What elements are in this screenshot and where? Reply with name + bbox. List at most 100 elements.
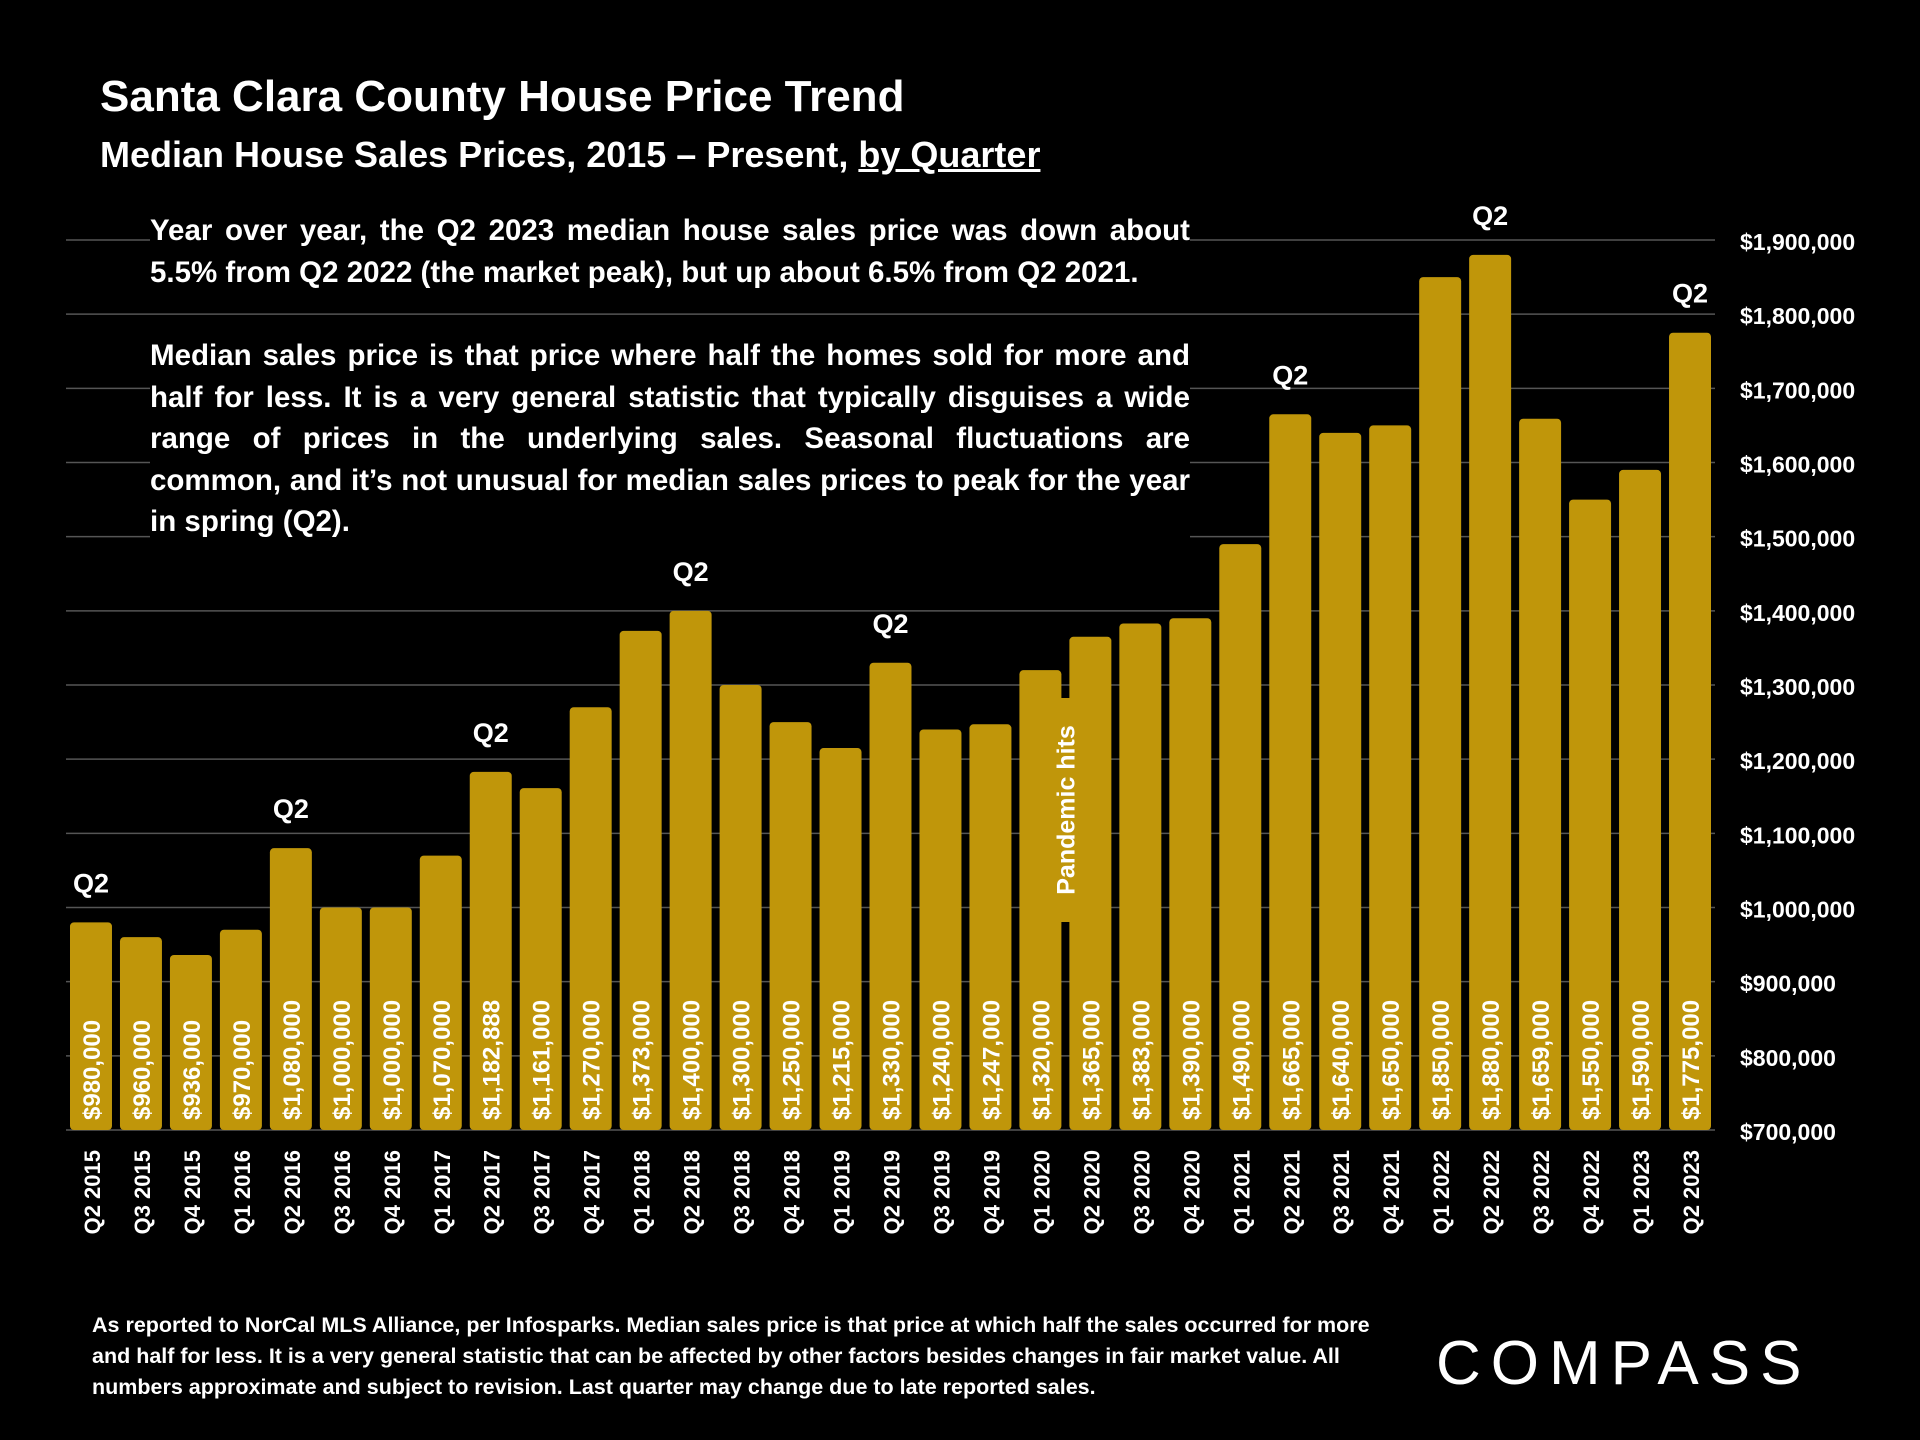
y-tick-label: $1,600,000 — [1740, 452, 1855, 478]
chart-subtitle: Median House Sales Prices, 2015 – Presen… — [100, 134, 1040, 176]
x-tick-label: Q3 2016 — [330, 1150, 355, 1234]
y-tick-label: $1,200,000 — [1740, 748, 1855, 774]
x-tick-label: Q1 2017 — [430, 1150, 455, 1234]
x-axis-labels: Q2 2015 Q3 2015 Q4 2015 Q1 2016 Q2 2016 Q3 20… — [80, 1150, 1704, 1234]
x-tick-label: Q2 2017 — [480, 1150, 505, 1234]
bars — [69, 254, 1712, 1131]
y-tick-label: $1,400,000 — [1740, 600, 1855, 626]
bar — [469, 771, 512, 1130]
x-tick-label: Q2 2020 — [1079, 1150, 1104, 1234]
bar-value-label: $1,270,000 — [579, 1000, 606, 1120]
bar — [1569, 499, 1612, 1130]
value-labels: $980,000 $960,000 $936,000 $970,000 $1,080,0… — [79, 1000, 1705, 1120]
bar-value-label: $1,400,000 — [679, 1000, 706, 1120]
y-tick-label: $800,000 — [1740, 1045, 1836, 1071]
bar-value-label: $1,390,000 — [1178, 1000, 1205, 1120]
bar-value-label: $1,215,000 — [829, 1000, 856, 1120]
bar — [669, 610, 712, 1130]
x-tick-label: Q1 2021 — [1229, 1150, 1254, 1234]
bar-value-label: $1,320,000 — [1028, 1000, 1055, 1120]
bar — [1469, 254, 1512, 1131]
q2-label: Q2 — [673, 557, 709, 587]
q2-annotations: Q2 Q2 Q2 Q2 Q2 Q2 Q2 Q2 Pandemic hits — [73, 201, 1708, 922]
y-tick-label: $1,000,000 — [1740, 897, 1855, 923]
bar — [569, 707, 612, 1130]
bar-value-label: $1,300,000 — [729, 1000, 756, 1120]
y-tick-label: $1,700,000 — [1740, 377, 1855, 403]
bar-value-label: $1,490,000 — [1228, 1000, 1255, 1120]
bar — [319, 907, 362, 1130]
x-tick-label: Q2 2015 — [80, 1150, 105, 1234]
bar — [969, 724, 1012, 1130]
bar-value-label: $1,182,888 — [479, 1000, 506, 1120]
bar — [1319, 432, 1362, 1130]
bar — [1519, 418, 1562, 1130]
bar — [1419, 277, 1462, 1130]
x-tick-label: Q4 2020 — [1179, 1150, 1204, 1234]
bar — [769, 722, 812, 1130]
bar — [869, 662, 912, 1130]
y-tick-label: $900,000 — [1740, 971, 1836, 997]
median-explanation-note: Median sales price is that price where h… — [150, 335, 1190, 543]
x-tick-label: Q1 2018 — [630, 1150, 655, 1234]
pandemic-label-background — [1049, 698, 1082, 922]
q2-label: Q2 — [1672, 279, 1708, 309]
bar-value-label: $1,659,000 — [1528, 1000, 1555, 1120]
x-tick-label: Q4 2022 — [1579, 1150, 1604, 1234]
bar-value-label: $1,000,000 — [329, 1000, 356, 1120]
y-tick-label: $700,000 — [1740, 1119, 1836, 1145]
bar — [1119, 623, 1162, 1130]
bar-value-label: $1,373,000 — [629, 1000, 656, 1120]
source-footnote: As reported to NorCal MLS Alliance, per … — [92, 1313, 1370, 1399]
bar-value-label: $1,880,000 — [1478, 1000, 1505, 1120]
bar-value-label: $1,665,000 — [1278, 1000, 1305, 1120]
bar — [1369, 425, 1412, 1131]
x-tick-label: Q4 2017 — [580, 1150, 605, 1234]
bar-value-label: $1,330,000 — [879, 1000, 906, 1120]
bar — [269, 848, 312, 1130]
x-tick-label: Q3 2017 — [530, 1150, 555, 1234]
y-tick-label: $1,300,000 — [1740, 674, 1855, 700]
x-tick-label: Q4 2016 — [380, 1150, 405, 1234]
bar — [1219, 544, 1262, 1130]
x-tick-label: Q4 2019 — [979, 1150, 1004, 1234]
bar — [1619, 469, 1662, 1131]
x-tick-label: Q2 2018 — [680, 1150, 705, 1234]
chart-title: Santa Clara County House Price Trend — [100, 72, 905, 121]
bar-value-label: $1,070,000 — [429, 1000, 456, 1120]
bar — [219, 929, 262, 1130]
bar — [1269, 414, 1312, 1131]
bar-value-label: $1,650,000 — [1378, 1000, 1405, 1120]
x-tick-label: Q3 2022 — [1529, 1150, 1554, 1234]
bar — [1169, 618, 1212, 1130]
bar-value-label: $1,161,000 — [529, 1000, 556, 1120]
y-tick-label: $1,500,000 — [1740, 526, 1855, 552]
bar — [119, 937, 162, 1130]
bar-value-label: $1,590,000 — [1628, 1000, 1655, 1120]
x-tick-label: Q1 2016 — [230, 1150, 255, 1234]
x-tick-label: Q3 2020 — [1129, 1150, 1154, 1234]
x-tick-label: Q4 2015 — [180, 1150, 205, 1234]
q2-label: Q2 — [1272, 360, 1308, 390]
bar-value-label: $980,000 — [79, 1020, 106, 1120]
bar-value-label: $1,000,000 — [379, 1000, 406, 1120]
bar-value-label: $1,640,000 — [1328, 1000, 1355, 1120]
x-tick-label: Q2 2021 — [1279, 1150, 1304, 1234]
bar — [369, 907, 412, 1130]
bar-value-label: $1,080,000 — [279, 1000, 306, 1120]
bar-value-label: $1,240,000 — [928, 1000, 955, 1120]
subtitle-by-quarter: by Quarter — [858, 134, 1041, 175]
q2-label: Q2 — [872, 609, 908, 639]
x-tick-label: Q3 2021 — [1329, 1150, 1354, 1234]
pandemic-hits-label: Pandemic hits — [1052, 725, 1080, 895]
bar-value-label: $1,775,000 — [1678, 1000, 1705, 1120]
q2-label: Q2 — [1472, 201, 1508, 231]
bar — [419, 855, 462, 1130]
bar-value-label: $1,247,000 — [978, 1000, 1005, 1120]
x-tick-label: Q2 2016 — [280, 1150, 305, 1234]
bar-value-label: $970,000 — [229, 1020, 256, 1120]
bar — [1669, 332, 1712, 1130]
bar — [169, 954, 212, 1130]
x-tick-label: Q4 2018 — [780, 1150, 805, 1234]
bar — [619, 630, 662, 1130]
